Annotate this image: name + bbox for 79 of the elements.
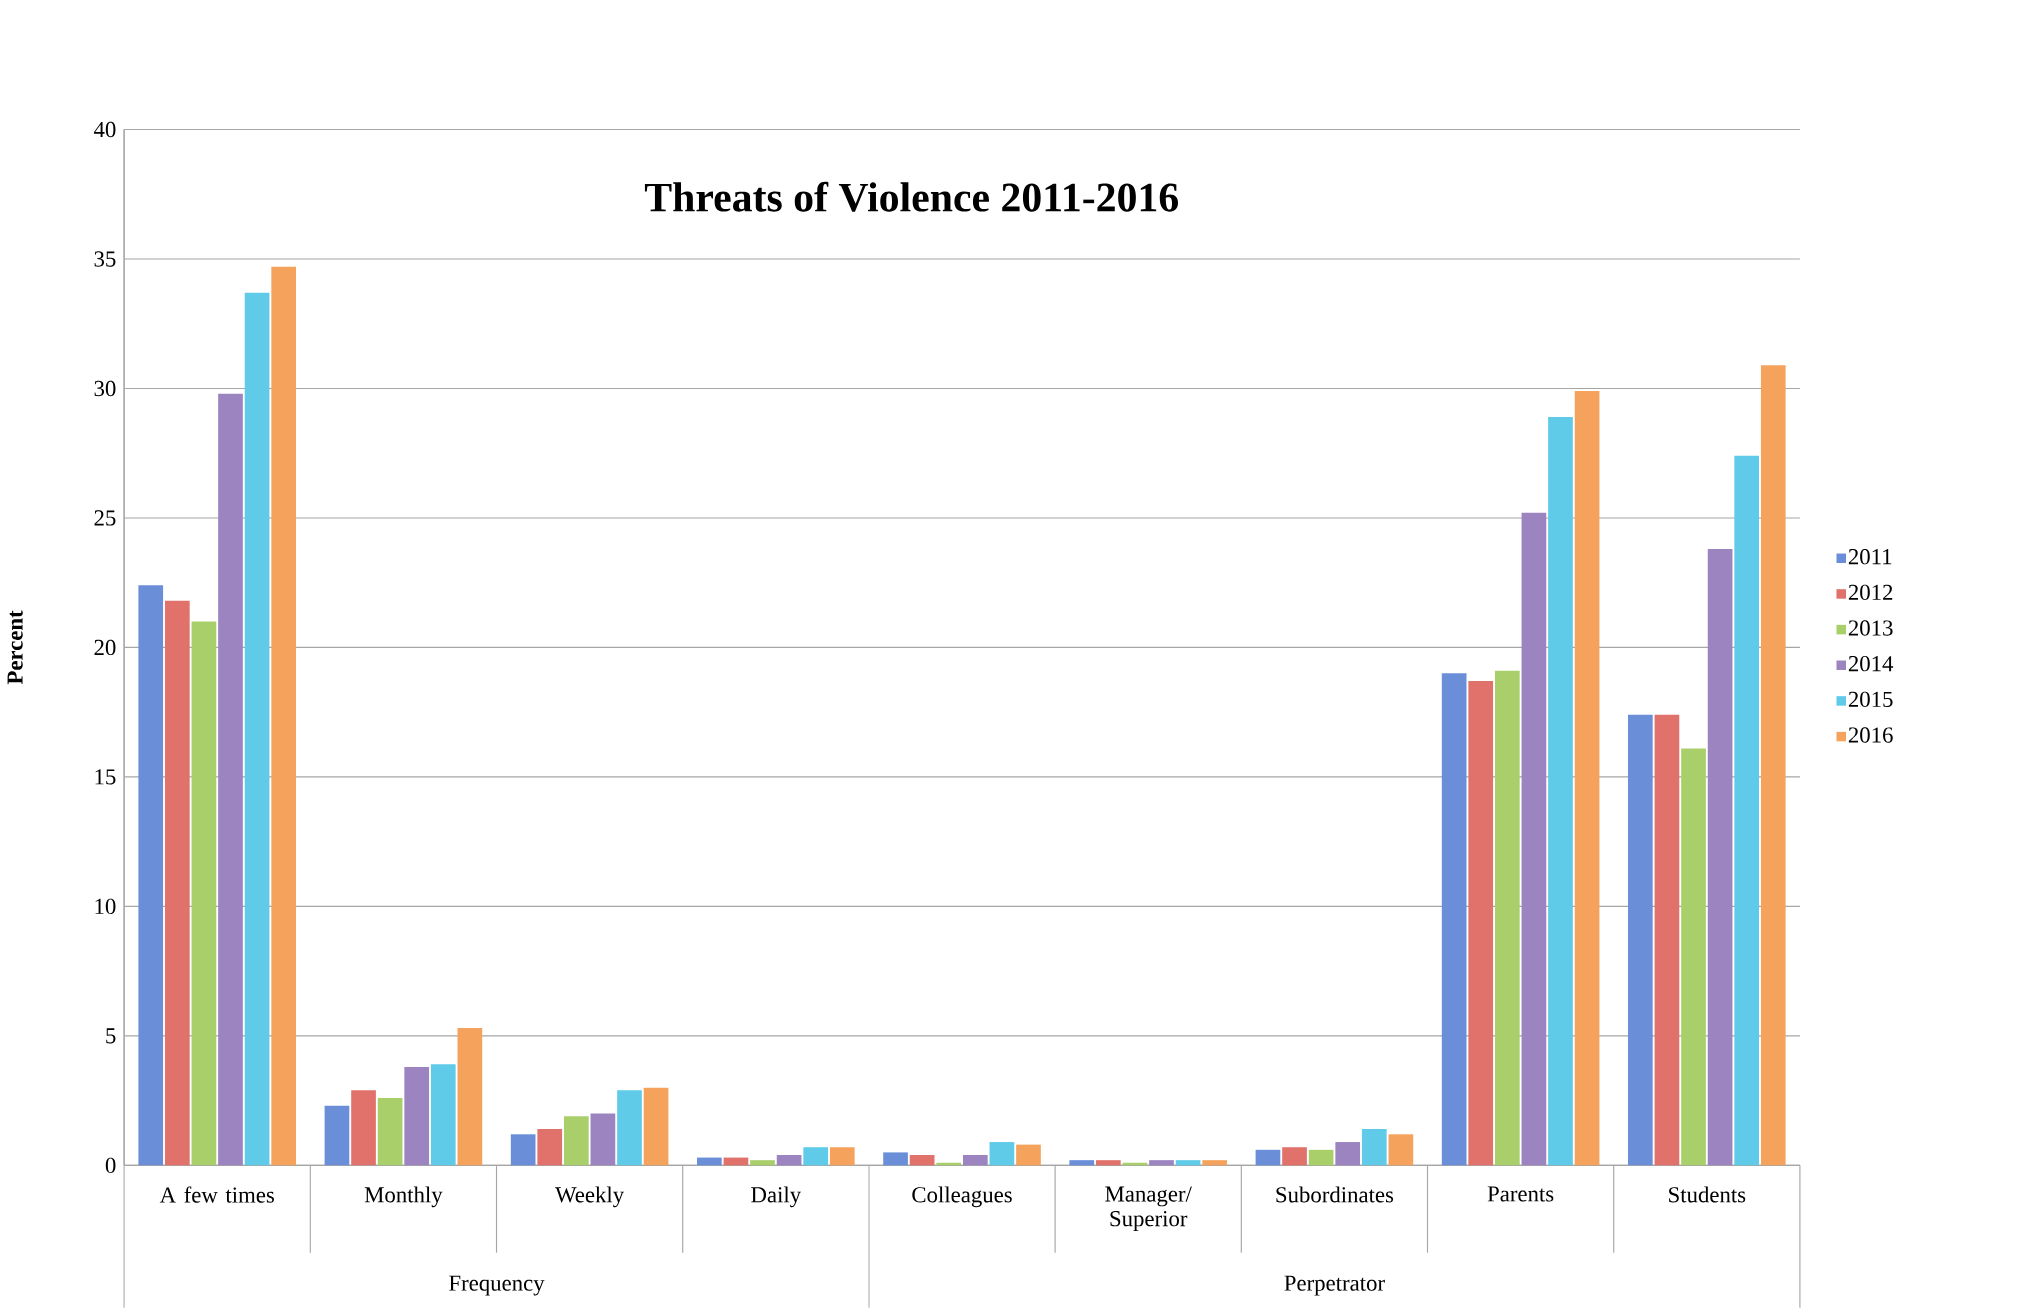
bar [1095, 1160, 1121, 1166]
bar [803, 1147, 829, 1166]
bar [1654, 714, 1680, 1166]
bar [1760, 365, 1786, 1166]
bar [1628, 714, 1653, 1166]
bar [989, 1141, 1015, 1166]
bar [218, 393, 243, 1166]
bar [750, 1160, 775, 1166]
x-tick-label: Weekly [555, 1186, 625, 1207]
bar [1016, 1144, 1041, 1166]
bar [138, 585, 164, 1166]
legend-label: 2014 [1848, 655, 1894, 672]
bar [829, 1147, 855, 1166]
bar [1149, 1160, 1174, 1166]
bar [563, 1115, 589, 1166]
y-tick-label: 30 [94, 380, 116, 396]
y-tick-label: 20 [94, 639, 116, 655]
x-tick-label: A few times [159, 1186, 274, 1203]
bar [537, 1128, 563, 1166]
x-tick-label: Monthly [364, 1186, 443, 1207]
bar [430, 1064, 456, 1166]
y-tick-label: 5 [106, 1028, 116, 1044]
x-tick-label: Students [1669, 1186, 1746, 1203]
bar [1468, 680, 1494, 1166]
legend-label: 2016 [1848, 727, 1893, 743]
bar [1494, 670, 1520, 1166]
bar [244, 292, 270, 1166]
bar [404, 1066, 430, 1166]
bar [1255, 1149, 1281, 1166]
bar [1361, 1128, 1387, 1166]
text: Perpetrator [1284, 1275, 1385, 1296]
text: Frequency [449, 1275, 545, 1296]
bar [510, 1134, 536, 1166]
legend-label: 2011 [1848, 548, 1892, 565]
bar [883, 1152, 908, 1166]
bar [1574, 390, 1600, 1166]
bar [1707, 548, 1733, 1166]
legend-label: 2015 [1848, 691, 1893, 707]
x-tick-label: Colleagues [912, 1186, 1012, 1207]
y-tick-label: 25 [94, 510, 116, 526]
bar [909, 1154, 935, 1166]
x-tick-label: Daily [751, 1186, 802, 1207]
bar [1282, 1147, 1307, 1166]
bar [643, 1087, 669, 1166]
y-tick-label: 35 [94, 251, 116, 267]
x-tick-label: Parents [1487, 1186, 1554, 1202]
bar [776, 1154, 802, 1166]
bar [1308, 1149, 1334, 1166]
bar [1681, 748, 1706, 1166]
bar [1388, 1134, 1414, 1166]
bar [1175, 1160, 1201, 1166]
bar [377, 1097, 403, 1166]
bar [164, 600, 190, 1166]
y-axis-title: Percent [7, 610, 23, 684]
bar [1202, 1160, 1228, 1166]
bar [1441, 673, 1467, 1166]
bar [1548, 416, 1573, 1166]
bar [1069, 1160, 1095, 1166]
y-tick-label: 0 [105, 1157, 116, 1173]
text: Threats of Violence 2011-2016 [644, 181, 1178, 212]
bar [1335, 1141, 1361, 1166]
legend-label: 2013 [1848, 620, 1893, 636]
bar [324, 1105, 350, 1166]
bar [962, 1154, 988, 1166]
x-tick-label: Manager/ Superior [1105, 1186, 1192, 1231]
bar [1734, 455, 1760, 1166]
legend-label: 2012 [1848, 584, 1893, 600]
y-tick-label: 15 [95, 769, 116, 785]
bar [191, 621, 217, 1166]
bar [351, 1090, 376, 1166]
bar [697, 1157, 722, 1166]
bar [457, 1027, 483, 1166]
x-tick-label: Subordinates [1276, 1186, 1394, 1203]
bar [590, 1113, 616, 1166]
bar [1521, 512, 1547, 1166]
bar [617, 1090, 642, 1166]
y-tick-label: 40 [93, 121, 116, 138]
y-tick-label: 10 [95, 898, 116, 914]
bar [271, 266, 297, 1166]
